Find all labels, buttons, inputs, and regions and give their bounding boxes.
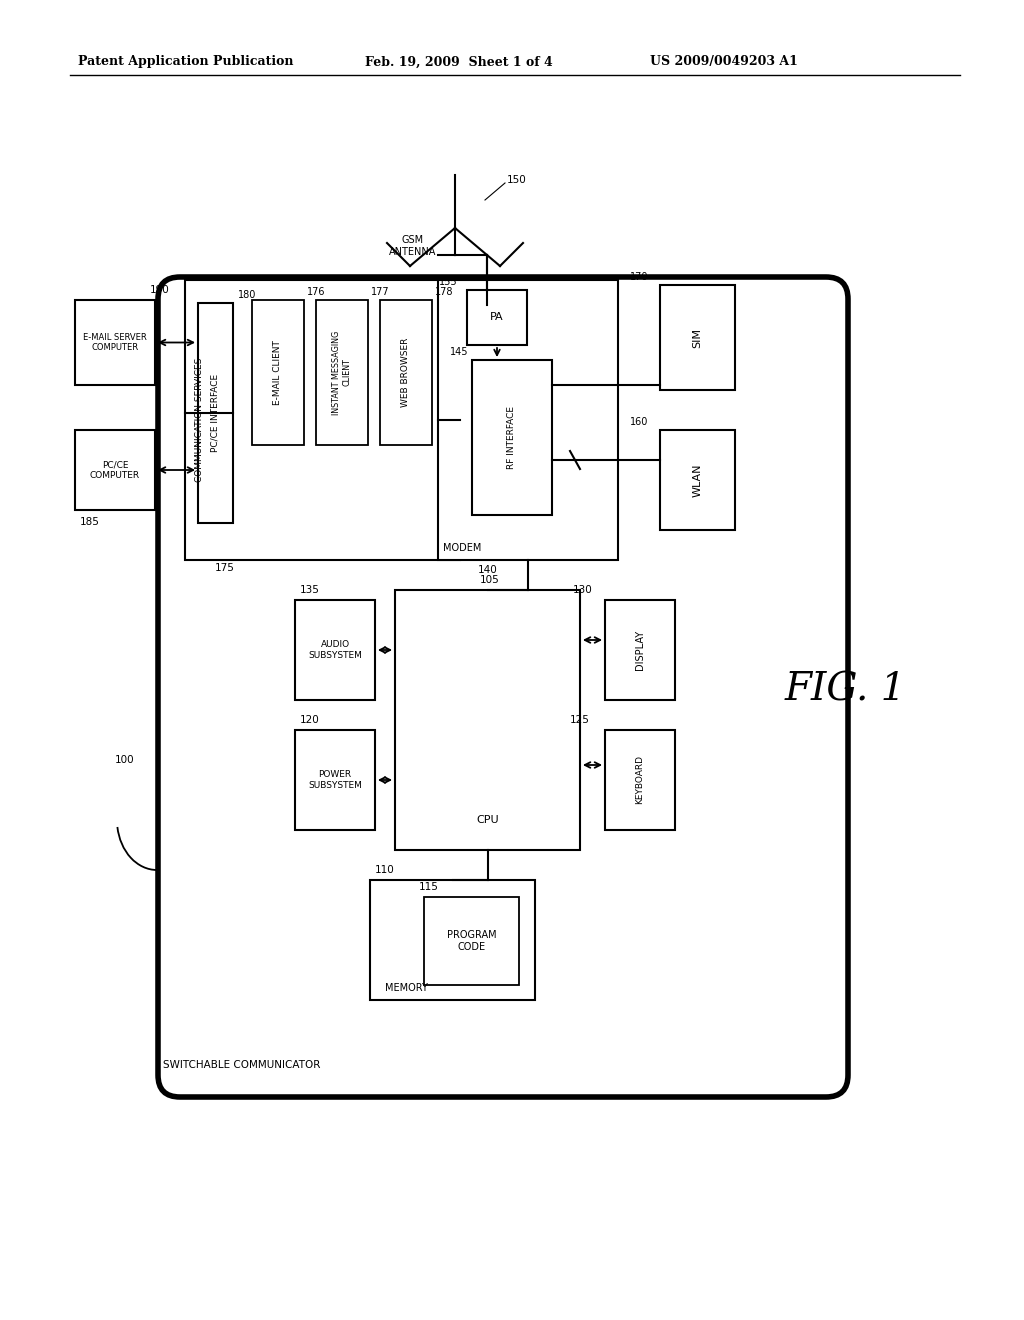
Text: 178: 178	[435, 286, 454, 297]
Bar	[75, 430, 155, 510]
Text: WEB BROWSER: WEB BROWSER	[401, 338, 411, 407]
Text: WLAN: WLAN	[692, 463, 702, 496]
Text: MODEM: MODEM	[443, 543, 481, 553]
Text: CPU: CPU	[476, 814, 499, 825]
Bar	[295, 601, 375, 700]
Text: 110: 110	[375, 865, 394, 875]
Text: 130: 130	[573, 585, 593, 595]
Text: INSTANT MESSAGING
CLIENT: INSTANT MESSAGING CLIENT	[333, 330, 351, 414]
Text: SIM: SIM	[692, 327, 702, 347]
Bar	[316, 300, 368, 445]
Bar	[395, 590, 580, 850]
Text: 135: 135	[300, 585, 319, 595]
Text: US 2009/0049203 A1: US 2009/0049203 A1	[650, 55, 798, 69]
Text: FIG. 1: FIG. 1	[784, 672, 906, 709]
Text: 105: 105	[480, 576, 500, 585]
Bar	[660, 285, 735, 389]
Text: 176: 176	[307, 286, 326, 297]
Bar	[252, 300, 304, 445]
Text: 175: 175	[215, 564, 234, 573]
Text: COMMUNICATION SERVICES: COMMUNICATION SERVICES	[196, 358, 205, 482]
Text: POWER
SUBSYSTEM: POWER SUBSYSTEM	[308, 771, 361, 789]
Text: 125: 125	[570, 715, 590, 725]
Text: Feb. 19, 2009  Sheet 1 of 4: Feb. 19, 2009 Sheet 1 of 4	[365, 55, 553, 69]
Text: PC/CE INTERFACE: PC/CE INTERFACE	[211, 374, 220, 451]
Text: 140: 140	[478, 565, 498, 576]
Text: DISPLAY: DISPLAY	[635, 630, 645, 671]
Text: 120: 120	[300, 715, 319, 725]
Text: Patent Application Publication: Patent Application Publication	[78, 55, 294, 69]
Text: 160: 160	[630, 417, 648, 426]
Bar	[75, 300, 155, 385]
Text: PROGRAM
CODE: PROGRAM CODE	[446, 931, 497, 952]
Bar	[370, 880, 535, 1001]
Text: PC/CE
COMPUTER: PC/CE COMPUTER	[90, 461, 140, 479]
Bar	[660, 430, 735, 531]
Bar	[467, 290, 527, 345]
Text: SWITCHABLE COMMUNICATOR: SWITCHABLE COMMUNICATOR	[163, 1060, 321, 1071]
Bar	[380, 300, 432, 445]
Text: 185: 185	[80, 517, 100, 527]
Text: E-MAIL CLIENT: E-MAIL CLIENT	[273, 341, 283, 405]
Text: E-MAIL SERVER
COMPUTER: E-MAIL SERVER COMPUTER	[83, 333, 146, 352]
Text: 170: 170	[630, 272, 648, 282]
Bar	[438, 280, 618, 560]
FancyBboxPatch shape	[158, 277, 848, 1097]
Bar	[185, 280, 460, 560]
Bar	[472, 360, 552, 515]
Text: GSM
ANTENNA: GSM ANTENNA	[389, 235, 436, 257]
Text: 180: 180	[238, 290, 256, 300]
Text: 145: 145	[450, 347, 469, 356]
Bar	[605, 601, 675, 700]
Text: 150: 150	[507, 176, 526, 185]
Text: 177: 177	[371, 286, 389, 297]
Text: 115: 115	[419, 882, 439, 892]
Bar	[295, 730, 375, 830]
Text: AUDIO
SUBSYSTEM: AUDIO SUBSYSTEM	[308, 640, 361, 660]
Bar	[605, 730, 675, 830]
Bar	[424, 898, 519, 985]
Text: RF INTERFACE: RF INTERFACE	[508, 407, 516, 469]
Bar	[198, 304, 233, 523]
Text: KEYBOARD: KEYBOARD	[636, 755, 644, 804]
Text: PA: PA	[490, 313, 504, 322]
Text: 100: 100	[115, 755, 134, 766]
Text: 155: 155	[439, 277, 458, 286]
Text: MEMORY: MEMORY	[385, 983, 428, 993]
Text: 190: 190	[150, 285, 170, 294]
